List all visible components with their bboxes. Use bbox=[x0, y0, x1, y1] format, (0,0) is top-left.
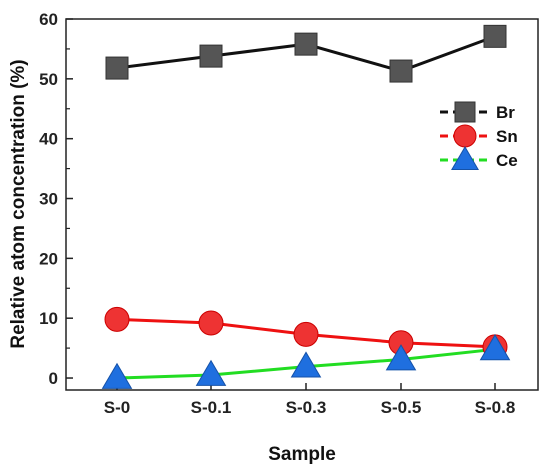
legend-label-sn: Sn bbox=[496, 127, 518, 146]
data-point-ce bbox=[479, 333, 511, 361]
x-tick-label: S-0.8 bbox=[475, 398, 516, 417]
y-tick-label: 20 bbox=[39, 249, 58, 268]
data-point-ce bbox=[195, 359, 227, 386]
legend-label-ce: Ce bbox=[496, 151, 518, 170]
x-tick-label: S-0.5 bbox=[381, 398, 422, 417]
plot-frame bbox=[65, 18, 539, 391]
x-tick-label: S-0.3 bbox=[286, 398, 327, 417]
x-axis-title: Sample bbox=[268, 444, 336, 465]
data-point-ce bbox=[385, 344, 417, 371]
legend-marker-sn bbox=[453, 124, 477, 148]
legend-marker-ce bbox=[451, 145, 479, 170]
data-point-br bbox=[199, 44, 223, 68]
y-tick-label: 0 bbox=[49, 369, 58, 388]
data-point-br bbox=[105, 56, 129, 80]
data-point-sn bbox=[104, 306, 130, 332]
data-point-ce bbox=[101, 362, 133, 389]
x-tick-label: S-0 bbox=[104, 398, 130, 417]
data-point-ce bbox=[290, 351, 322, 378]
y-axis: 0 10 20 30 40 50 60 bbox=[39, 10, 73, 388]
data-point-sn bbox=[198, 310, 224, 336]
y-tick-label: 30 bbox=[39, 190, 58, 209]
data-point-sn bbox=[293, 321, 319, 347]
legend-label-br: Br bbox=[496, 103, 515, 122]
y-axis-title: Relative atom concentration (%) bbox=[8, 59, 29, 348]
data-point-br bbox=[294, 32, 318, 56]
series-markers bbox=[101, 24, 511, 389]
legend: Br Sn Ce bbox=[440, 101, 518, 170]
y-tick-label: 60 bbox=[39, 10, 58, 29]
data-point-br bbox=[389, 59, 413, 83]
x-axis: S-0 S-0.1 S-0.3 S-0.5 S-0.8 bbox=[104, 383, 516, 417]
legend-marker-br bbox=[454, 101, 476, 123]
data-point-br bbox=[483, 24, 507, 48]
y-tick-label: 50 bbox=[39, 70, 58, 89]
y-tick-label: 40 bbox=[39, 130, 58, 149]
x-tick-label: S-0.1 bbox=[191, 398, 232, 417]
y-tick-label: 10 bbox=[39, 309, 58, 328]
